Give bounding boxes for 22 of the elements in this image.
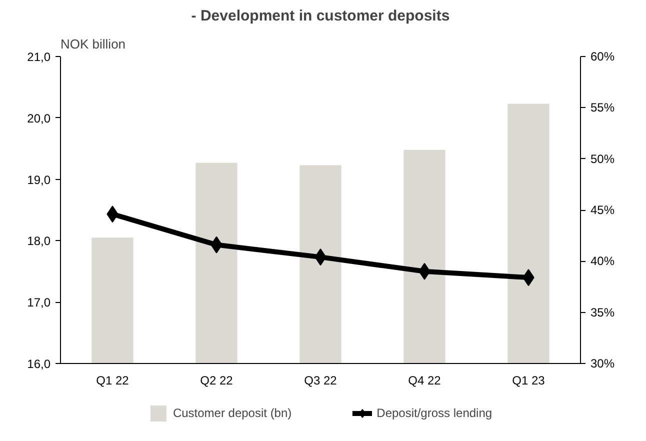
legend-label: Customer deposit (bn) bbox=[172, 406, 292, 420]
y2-tick-label: 35% bbox=[590, 305, 615, 320]
y-tick-label: 16,0 bbox=[27, 357, 51, 371]
x-tick-label: Q1 22 bbox=[96, 374, 130, 388]
y-tick-label: 21,0 bbox=[27, 50, 51, 64]
y2-tick-label: 55% bbox=[590, 100, 615, 115]
x-tick-label: Q2 22 bbox=[200, 374, 234, 388]
x-tick-label: Q1 23 bbox=[512, 374, 546, 388]
y-tick-label: 19,0 bbox=[27, 172, 51, 187]
y2-tick-label: 50% bbox=[590, 152, 615, 166]
y2-tick-label: 30% bbox=[590, 356, 615, 370]
legend-label: Deposit/gross lending bbox=[376, 406, 492, 420]
y2-tick-label: 60% bbox=[590, 50, 615, 64]
y-tick-label: 17,0 bbox=[27, 296, 51, 310]
y2-tick-label: 40% bbox=[590, 254, 615, 268]
y-tick-label: 18,0 bbox=[27, 234, 51, 248]
x-tick-label: Q4 22 bbox=[408, 374, 442, 388]
chart-title: - Development in customer deposits bbox=[191, 8, 450, 24]
y2-tick-label: 45% bbox=[590, 203, 615, 217]
y-tick-label: 20,0 bbox=[27, 111, 51, 126]
x-tick-label: Q3 22 bbox=[304, 374, 338, 388]
y-axis-title: NOK billion bbox=[60, 36, 126, 52]
